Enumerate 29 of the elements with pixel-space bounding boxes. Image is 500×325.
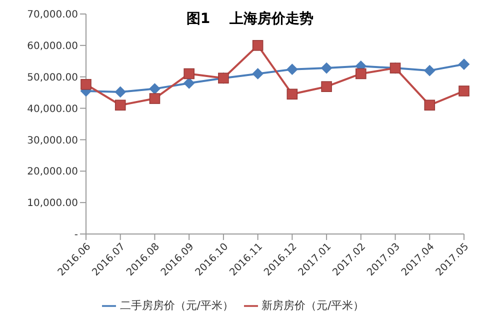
point <box>184 68 194 80</box>
point <box>149 83 160 94</box>
point <box>149 93 160 104</box>
y-tick-label: 30,000.00 <box>27 135 78 146</box>
point <box>114 100 126 111</box>
point <box>252 40 264 51</box>
point <box>80 79 92 90</box>
point <box>286 88 298 100</box>
point <box>252 68 264 80</box>
legend-label: 新房房价（元/平米） <box>262 299 364 312</box>
chart-title: 图1 上海房价走势 <box>186 11 314 27</box>
legend-label: 二手房房价（元/平米） <box>120 299 234 312</box>
point <box>114 86 126 98</box>
point <box>424 100 436 111</box>
point <box>458 86 470 96</box>
point <box>321 62 332 74</box>
y-tick-label: - <box>74 230 78 241</box>
y-tick-label: 70,000.00 <box>27 10 78 21</box>
y-tick-label: 20,000.00 <box>27 166 78 178</box>
point <box>458 58 470 70</box>
y-tick-label: 40,000.00 <box>27 104 78 115</box>
y-tick-label: 10,000.00 <box>27 198 78 210</box>
point <box>321 81 332 92</box>
point <box>424 65 436 76</box>
y-tick-label: 60,000.00 <box>27 40 78 52</box>
point <box>184 78 195 89</box>
point <box>356 68 366 80</box>
y-tick-label: 50,000.00 <box>27 72 78 84</box>
point <box>286 64 298 75</box>
